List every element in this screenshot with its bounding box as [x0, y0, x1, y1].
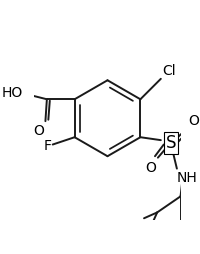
- Text: O: O: [145, 161, 156, 174]
- Text: Cl: Cl: [162, 64, 176, 78]
- Text: O: O: [33, 124, 44, 138]
- Text: O: O: [188, 114, 199, 128]
- Text: F: F: [44, 139, 52, 153]
- Text: S: S: [166, 134, 176, 152]
- Text: NH: NH: [177, 171, 198, 185]
- Text: HO: HO: [2, 86, 23, 100]
